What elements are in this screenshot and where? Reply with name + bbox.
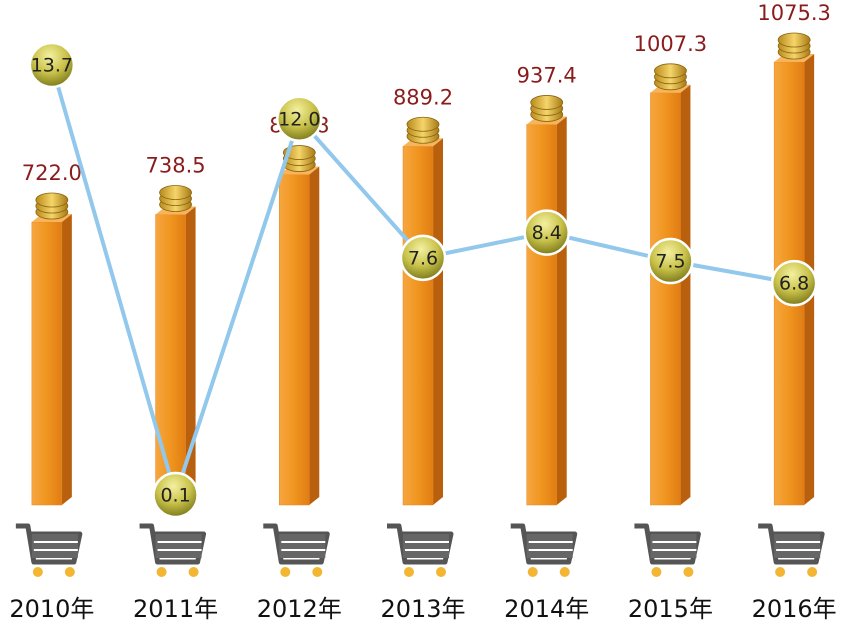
cart-icon: [511, 526, 575, 577]
x-tick-label: 2012年: [257, 595, 342, 623]
bar-value-label: 1075.3: [757, 1, 830, 25]
point-value-label: 13.7: [31, 55, 73, 77]
line-point: [276, 95, 323, 142]
bar-side: [680, 84, 691, 506]
cart-icon: [634, 526, 698, 577]
point-value-label: 12.0: [278, 108, 320, 130]
x-tick-label: 2016年: [752, 595, 837, 623]
bar: [650, 92, 681, 506]
cart-icon: [16, 526, 80, 577]
bar-value-label: 722.0: [22, 161, 82, 185]
coin: [654, 63, 687, 79]
bar-side: [185, 206, 196, 506]
coin: [35, 192, 69, 208]
line-point: [770, 259, 818, 307]
coin: [406, 116, 440, 132]
line-point: [647, 237, 694, 285]
point-value-label: 6.8: [779, 273, 809, 295]
bar-side: [433, 138, 443, 505]
point-value-label: 8.4: [532, 222, 562, 244]
point-value-label: 7.5: [655, 251, 685, 273]
bar-side: [61, 214, 72, 505]
point-value-label: 0.1: [160, 485, 190, 507]
bar: [402, 146, 434, 506]
coin: [777, 32, 811, 48]
x-tick-label: 2014年: [504, 595, 589, 623]
bar-value-label: 937.4: [517, 63, 577, 87]
coin: [159, 185, 192, 200]
bar-value-label: 889.2: [393, 85, 453, 109]
line-point: [152, 471, 199, 519]
bar-value-label: 738.5: [146, 154, 206, 178]
bar-side: [309, 166, 320, 505]
coin: [530, 95, 564, 110]
cart-icon: [263, 526, 327, 577]
x-tick-label: 2015年: [628, 595, 713, 623]
cart-icon: [140, 526, 204, 577]
cart-icon: [758, 526, 822, 577]
line-point: [399, 234, 447, 282]
x-tick-label: 2013年: [380, 595, 465, 623]
bar: [279, 174, 310, 506]
line-point: [28, 41, 76, 89]
bar-value-label: 1007.3: [634, 32, 707, 56]
bar: [526, 124, 557, 506]
point-value-label: 7.6: [408, 247, 438, 269]
bar: [31, 221, 63, 506]
bar: [155, 214, 186, 506]
x-tick-label: 2010年: [9, 595, 94, 623]
x-tick-label: 2011年: [133, 595, 218, 623]
bar-side: [556, 116, 567, 505]
line-point: [523, 209, 570, 256]
cart-icon: [387, 526, 451, 577]
